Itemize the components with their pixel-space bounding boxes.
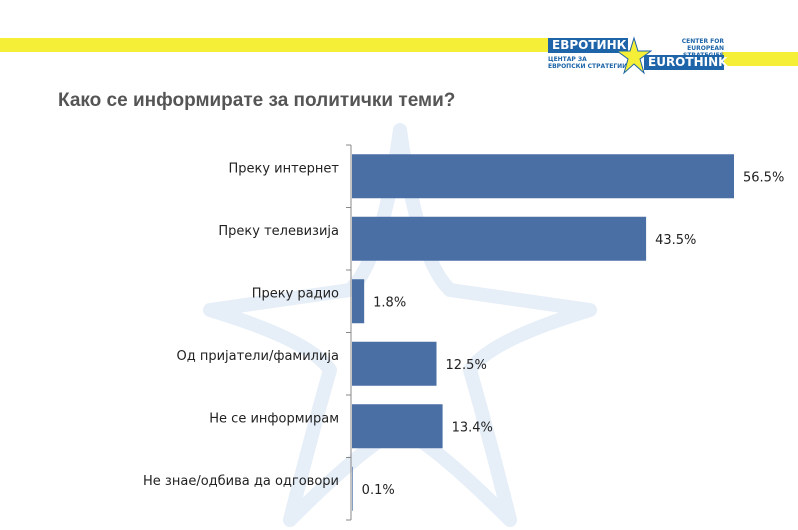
category-label: Преку телевизија [218, 224, 339, 239]
value-label: 13.4% [452, 420, 493, 435]
value-label: 56.5% [743, 170, 784, 185]
bar [352, 216, 647, 261]
category-label: Не се информирам [209, 411, 339, 426]
bar [352, 154, 734, 199]
logo-star-icon [616, 36, 652, 75]
value-label: 43.5% [655, 233, 696, 248]
value-label: 0.1% [362, 483, 395, 498]
logo-tagline-mk: ЦЕНТАР ЗА ЕВРОПСКИ СТРАТЕГИИ [548, 56, 628, 70]
bar [352, 466, 353, 511]
bar [352, 279, 365, 324]
category-label: Преку интернет [228, 161, 339, 176]
value-label: 12.5% [446, 358, 487, 373]
page-title: Како се информирате за политички теми? [58, 90, 456, 111]
category-label: Од пријатели/фамилија [176, 349, 339, 364]
logo-latin-name: EUROTHINK [644, 55, 727, 70]
category-label: Не знае/одбива да одговори [143, 474, 339, 489]
decorative-stripe-left [0, 38, 552, 52]
logo-cyrillic-name: ЕВРОТИНК [548, 38, 628, 53]
logo-tagline-mk-1: ЦЕНТАР ЗА [548, 56, 587, 63]
decorative-stripe-right [722, 52, 798, 66]
bar [352, 404, 443, 449]
logo-tagline-mk-2: ЕВРОПСКИ СТРАТЕГИИ [548, 63, 628, 70]
category-label: Преку радио [252, 286, 339, 301]
logo-tagline-en-1: CENTER FOR [681, 38, 724, 45]
value-label: 1.8% [373, 295, 406, 310]
bar [352, 341, 437, 386]
eurothink-logo: ЕВРОТИНК CENTER FOR EUROPEAN STRATEGIES … [548, 36, 727, 76]
